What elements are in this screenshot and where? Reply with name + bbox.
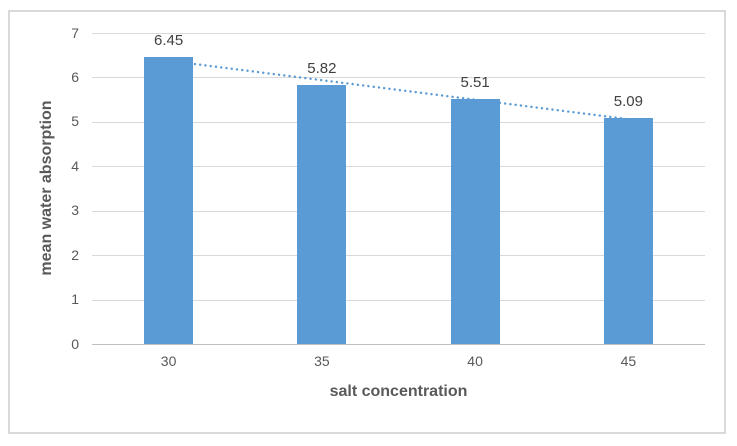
data-label: 6.45 bbox=[153, 32, 184, 50]
x-axis-title: salt concentration bbox=[329, 383, 468, 400]
data-label: 5.09 bbox=[613, 92, 643, 110]
x-tick-label: 40 bbox=[467, 353, 483, 369]
gridline bbox=[92, 299, 705, 301]
gridline bbox=[92, 210, 705, 212]
gridline bbox=[92, 33, 705, 34]
y-tick-label: 0 bbox=[71, 335, 79, 352]
y-tick-label: 7 bbox=[71, 24, 79, 41]
bar bbox=[297, 85, 347, 344]
x-tick-label: 45 bbox=[620, 353, 637, 369]
y-tick-label: 2 bbox=[71, 246, 79, 263]
gridline bbox=[92, 255, 705, 257]
y-tick-label: 4 bbox=[71, 157, 79, 174]
y-tick-label: 3 bbox=[71, 202, 79, 219]
y-axis-title: mean water absorption bbox=[38, 100, 55, 276]
bar bbox=[144, 57, 194, 344]
gridline bbox=[92, 166, 705, 168]
y-tick-label: 1 bbox=[71, 291, 79, 308]
gridline bbox=[92, 121, 705, 123]
y-tick-label: 6 bbox=[71, 68, 79, 85]
x-tick-label: 35 bbox=[314, 353, 330, 369]
bar bbox=[603, 117, 653, 344]
bar bbox=[450, 99, 500, 344]
x-tick-label: 30 bbox=[160, 353, 177, 369]
data-label: 5.51 bbox=[460, 74, 490, 92]
x-axis-line bbox=[92, 344, 705, 345]
data-label: 5.82 bbox=[307, 60, 337, 78]
y-tick-label: 5 bbox=[71, 113, 79, 130]
